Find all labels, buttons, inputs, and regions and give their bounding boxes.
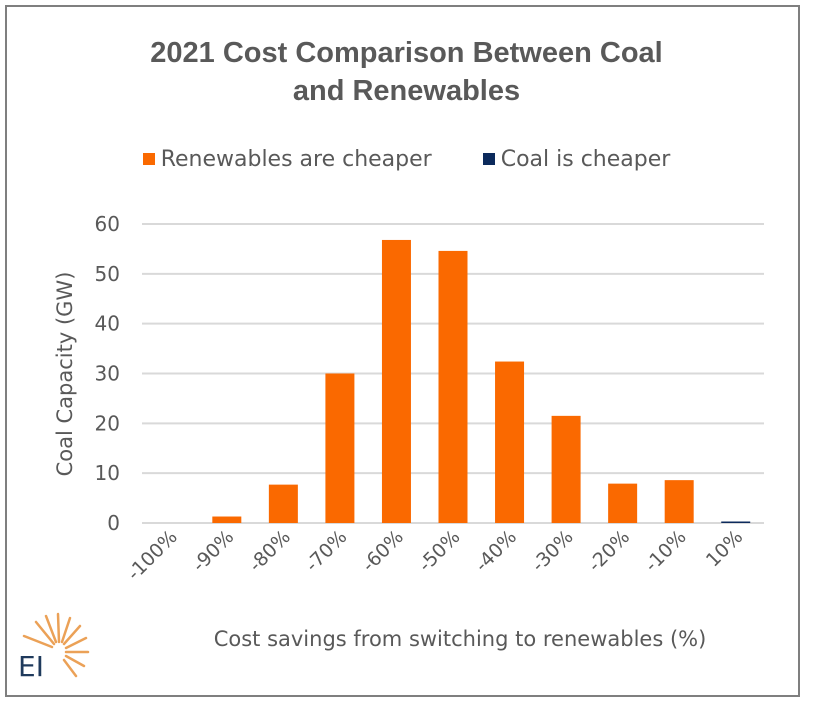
legend: Renewables are cheaper Coal is cheaper	[0, 146, 813, 172]
y-tick-label: 20	[95, 411, 120, 435]
chart-frame	[5, 5, 800, 697]
bar-renewables	[212, 516, 242, 523]
legend-label-renewables: Renewables are cheaper	[160, 146, 432, 172]
x-tick-label: -70%	[301, 526, 351, 576]
title-line-1: 2021 Cost Comparison Between Coal	[150, 37, 663, 69]
x-axis-title: Cost savings from switching to renewable…	[213, 627, 707, 651]
y-tick-label: 40	[95, 312, 120, 336]
x-tick-label: -90%	[188, 526, 238, 576]
chart-title: 2021 Cost Comparison Between Coal and Re…	[0, 34, 813, 110]
x-tick-label: -100%	[123, 526, 182, 585]
x-tick-label: -50%	[414, 526, 464, 576]
y-tick-label: 60	[95, 212, 120, 236]
legend-label-coal: Coal is cheaper	[500, 146, 671, 172]
y-axis-title: Coal Capacity (GW)	[53, 272, 77, 477]
bar-renewables	[438, 250, 468, 523]
x-tick-label: -80%	[245, 526, 295, 576]
x-tick-label: -10%	[640, 526, 690, 576]
y-tick-label: 0	[107, 511, 120, 535]
bar-coal	[721, 521, 751, 523]
legend-swatch-renewables	[142, 153, 155, 165]
y-tick-label: 50	[95, 262, 120, 286]
bar-renewables	[664, 480, 694, 523]
y-tick-label: 10	[95, 461, 120, 485]
x-tick-label: -30%	[527, 526, 577, 576]
ei-logo: EI	[18, 612, 90, 682]
bar-renewables	[268, 484, 298, 523]
legend-item-renewables: Renewables are cheaper	[142, 146, 432, 172]
legend-item-coal: Coal is cheaper	[482, 146, 671, 172]
legend-swatch-coal	[482, 153, 495, 165]
y-tick-label: 30	[95, 362, 120, 386]
bar-renewables	[608, 483, 638, 523]
x-tick-label: -20%	[584, 526, 634, 576]
x-tick-label: 10%	[702, 526, 747, 571]
x-tick-label: -40%	[471, 526, 521, 576]
logo-text: EI	[18, 650, 44, 682]
bar-renewables	[381, 239, 411, 524]
bar-renewables	[551, 415, 581, 523]
x-tick-label: -60%	[358, 526, 408, 576]
bar-renewables	[325, 373, 355, 523]
bar-renewables	[495, 361, 525, 523]
title-line-2: and Renewables	[292, 75, 521, 107]
